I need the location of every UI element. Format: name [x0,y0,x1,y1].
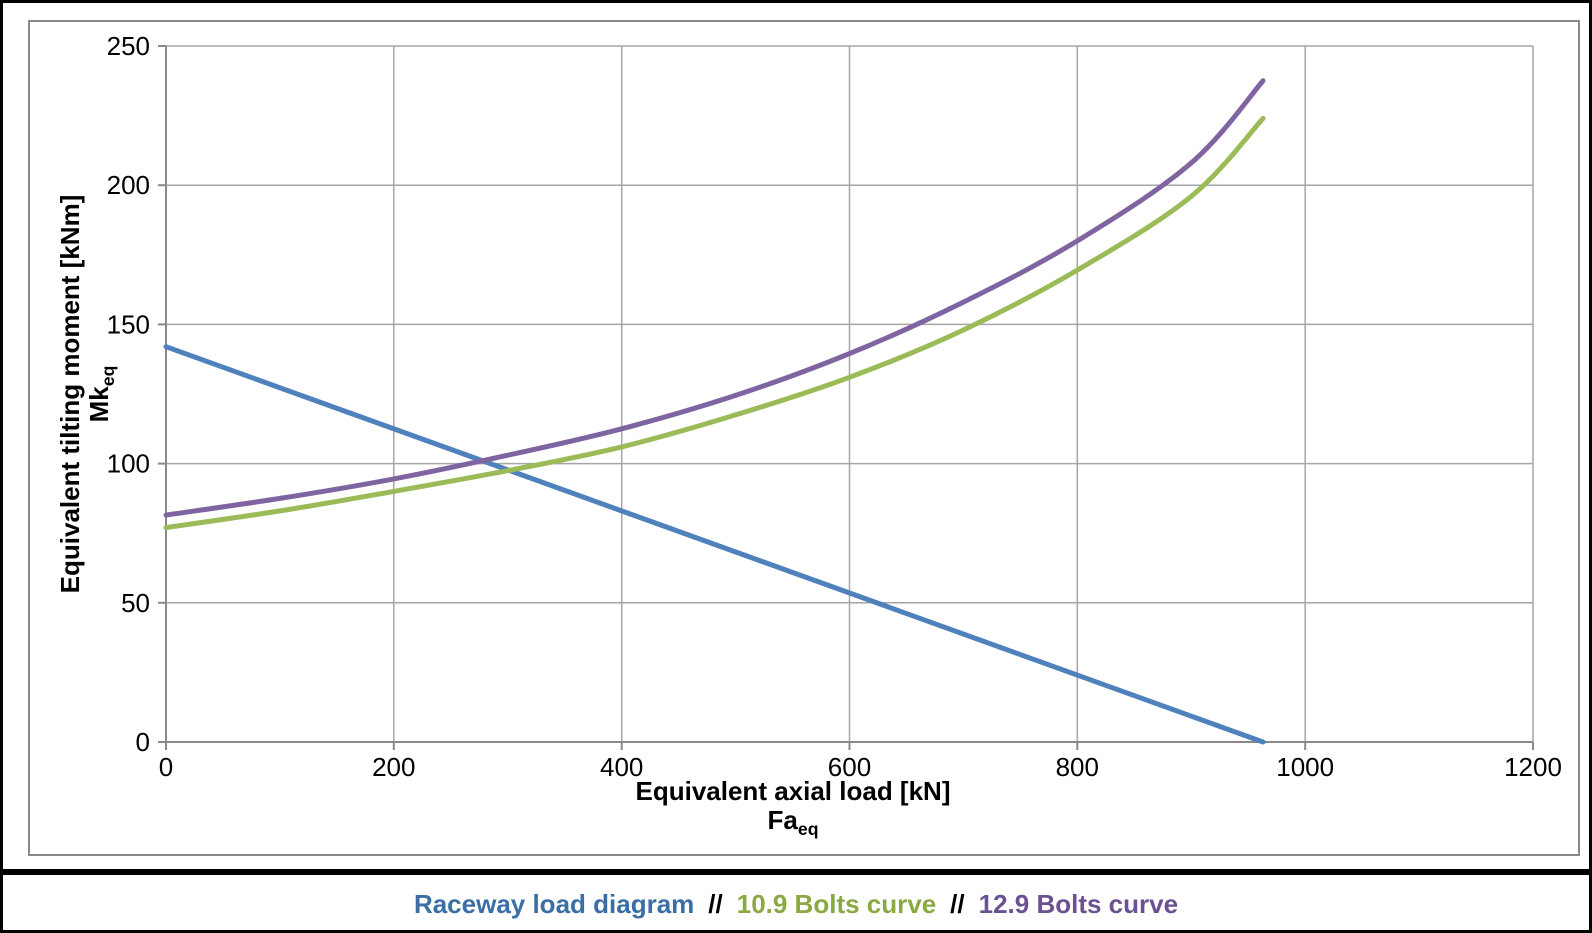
series-10-9-bolts-curve [163,115,1266,531]
legend-separator: // [708,888,723,919]
legend-separator: // [950,888,965,919]
chart-frame [28,20,1580,856]
x-axis-tick-label: 1200 [1504,752,1562,782]
legend-item-12-9-bolts: 12.9 Bolts curve [978,888,1179,919]
x-axis-tick-label: 1000 [1276,752,1334,782]
x-axis-title-text: Equivalent axial load [kN] [635,776,951,806]
x-axis-tick-label: 600 [828,752,871,782]
legend: Raceway load diagram // 10.9 Bolts curve… [3,881,1589,927]
y-axis-tick-label: 0 [136,727,150,757]
series-raceway-load-diagram [163,344,1266,745]
x-axis-tick-label: 0 [159,752,173,782]
x-axis-tick-label: 400 [600,752,643,782]
y-axis-tick-label: 50 [121,588,150,618]
section-divider [3,869,1589,875]
y-axis-tick-label: 100 [107,449,150,479]
legend-item-10-9-bolts: 10.9 Bolts curve [736,888,937,919]
y-axis-tick-label: 250 [107,31,150,61]
y-axis-title: Equivalent tilting moment [kNm] Mkeq [55,14,118,774]
y-axis-tick-label: 150 [107,309,150,339]
x-axis-title: Equivalent axial load [kN] Faeq [393,777,1193,844]
legend-item-raceway: Raceway load diagram [413,888,695,919]
series-12-9-bolts-curve [163,78,1266,518]
y-axis-tick-label: 200 [107,170,150,200]
y-axis-title-text: Equivalent tilting moment [kNm] [55,194,85,594]
chart-plot: 0 200 400 600 800 1000 1200 0 50 100 150 200 250 [107,31,1562,782]
x-axis-symbol: Faeq [767,805,819,840]
x-axis-tick-label: 200 [372,752,415,782]
y-axis-symbol: Mkeq [84,365,119,423]
x-axis-tick-label: 800 [1056,752,1099,782]
